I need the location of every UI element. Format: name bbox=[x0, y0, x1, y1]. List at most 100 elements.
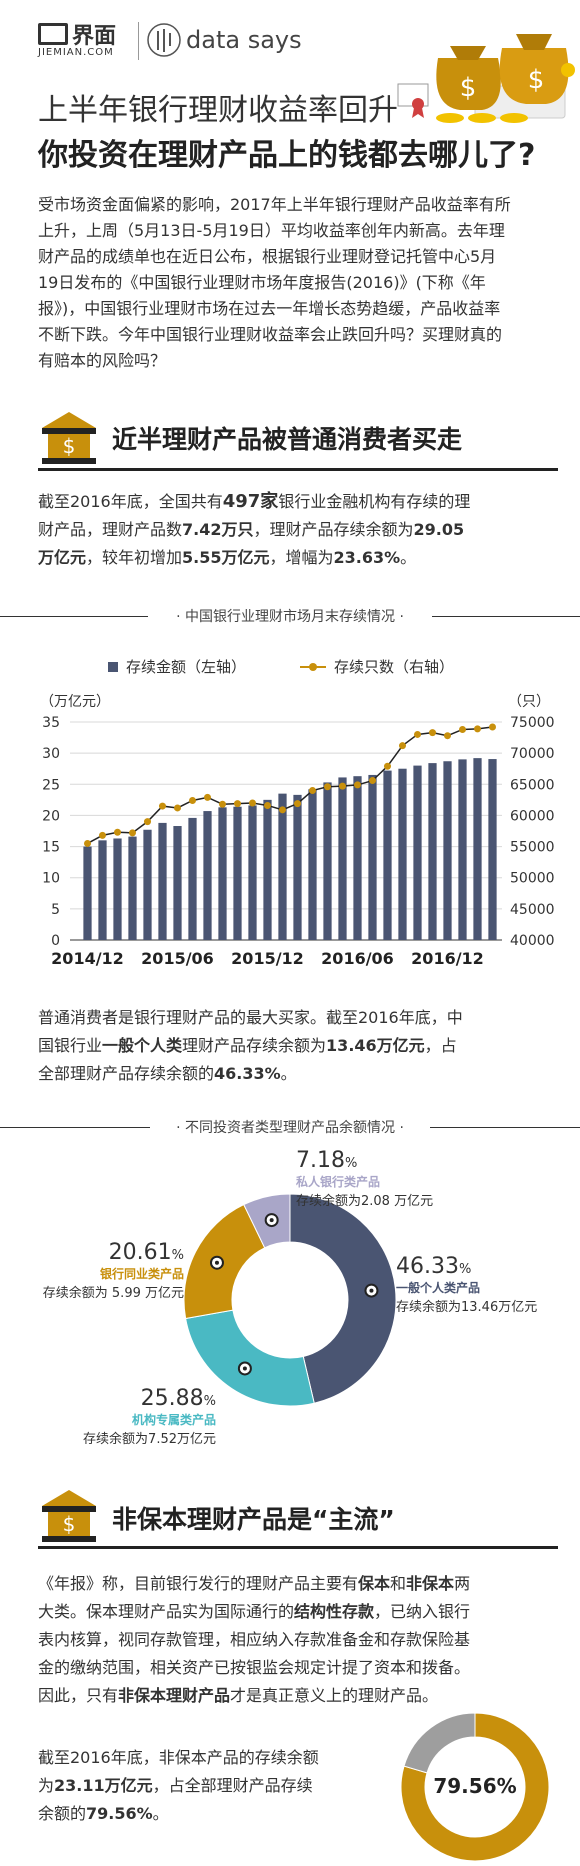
section2-nonprincipal-paragraph: 截至2016年底，非保本产品的存续余额 为23.11万亿元，占全部理财产品存续 … bbox=[38, 1748, 319, 1823]
x-tick: 2016/06 bbox=[321, 949, 394, 968]
bar bbox=[473, 758, 482, 940]
x-tick: 2014/12 bbox=[51, 949, 124, 968]
section2-divider bbox=[38, 1546, 558, 1549]
donut-slice bbox=[289, 1193, 397, 1404]
y-right-tick: 60000 bbox=[510, 808, 555, 824]
bar bbox=[338, 777, 347, 940]
y-right-tick: 50000 bbox=[510, 871, 555, 887]
y-left-tick: 35 bbox=[42, 715, 60, 731]
count-point bbox=[189, 796, 196, 804]
page-title-line1: 上半年银行理财收益率回升 bbox=[38, 93, 398, 128]
y-left-tick: 20 bbox=[42, 808, 60, 824]
bar bbox=[263, 799, 272, 940]
legend-line-label: 存续只数（右轴） bbox=[334, 658, 454, 676]
nonprincipal-center-label: 79.56% bbox=[433, 1774, 517, 1798]
intro-line: 受市场资金面偏紧的影响，2017年上半年银行理财产品收益率有所 bbox=[38, 195, 511, 214]
intro-line: 有赔本的风险吗？ bbox=[38, 351, 167, 370]
intro-line: 不断下跌。今年中国银行业理财收益率会止跌回升吗？买理财真的 bbox=[38, 325, 503, 344]
logo-sub: JIEMIAN.COM bbox=[38, 47, 114, 58]
bar bbox=[173, 826, 182, 940]
legend-bar-swatch bbox=[108, 662, 118, 672]
count-point bbox=[444, 732, 451, 740]
bar bbox=[128, 836, 137, 940]
count-point bbox=[144, 818, 151, 826]
donut-slice bbox=[400, 1712, 550, 1862]
logo-icon bbox=[38, 23, 68, 45]
intro-paragraph: 受市场资金面偏紧的影响，2017年上半年银行理财产品收益率有所 上升，上周（5月… bbox=[38, 192, 558, 374]
count-point bbox=[249, 799, 256, 807]
y-left-tick: 10 bbox=[42, 871, 60, 887]
y-right-unit: （只） bbox=[508, 694, 550, 710]
bar bbox=[413, 765, 422, 940]
count-point bbox=[174, 804, 181, 812]
count-point bbox=[489, 723, 496, 731]
y-left-tick: 5 bbox=[51, 902, 60, 918]
donut-slice bbox=[403, 1712, 476, 1774]
count-point bbox=[459, 725, 466, 733]
bar bbox=[383, 770, 392, 940]
intro-line: 财产品的成绩单也在近日公布，根据银行业理财登记托管中心5月 bbox=[38, 247, 497, 266]
count-point bbox=[219, 800, 226, 808]
intro-line: 上升，上周（5月13日-5月19日）平均收益率创年内新高。去年理 bbox=[38, 221, 505, 240]
count-point bbox=[384, 762, 391, 770]
bar bbox=[428, 763, 437, 940]
bar bbox=[188, 817, 197, 940]
bar bbox=[158, 822, 167, 940]
nonprincipal-donut bbox=[400, 1712, 550, 1862]
deposit-chart: 存续金额（左轴） 存续只数（右轴） （万亿元） （只） 0 5 10 15 20 25 30 35 40… bbox=[40, 658, 555, 968]
y-right-tick: 70000 bbox=[510, 746, 555, 762]
count-point bbox=[339, 782, 346, 790]
y-left-tick: 0 bbox=[51, 933, 60, 949]
section1-title: 近半理财产品被普通消费者买走 bbox=[112, 425, 463, 454]
intro-line: 报》)，中国银行业理财市场在过去一年增长态势趋缓，产品收益率 bbox=[38, 299, 501, 318]
y-right-tick: 75000 bbox=[510, 715, 555, 731]
bar bbox=[113, 838, 122, 940]
bar bbox=[308, 789, 317, 940]
bar bbox=[443, 761, 452, 940]
count-point bbox=[369, 777, 376, 785]
count-point bbox=[264, 801, 271, 809]
slice-marker-dot bbox=[214, 1260, 219, 1265]
count-point bbox=[294, 800, 301, 808]
label-personal: 46.33% 一般个人类产品 存续余额为13.46万亿元 bbox=[396, 1254, 538, 1315]
count-point bbox=[399, 742, 406, 750]
count-point bbox=[279, 806, 286, 814]
y-left-tick: 15 bbox=[42, 840, 60, 856]
y-left-tick: 30 bbox=[42, 746, 60, 762]
bar bbox=[233, 806, 242, 940]
jiemian-logo: 界面 bbox=[38, 18, 158, 50]
count-point bbox=[114, 828, 121, 836]
section2-paragraph: 《年报》称，目前银行发行的理财产品主要有保本和非保本两 大类。保本理财产品实为国… bbox=[38, 1574, 471, 1705]
y-left-unit: （万亿元） bbox=[40, 694, 110, 710]
bar bbox=[458, 759, 467, 940]
count-point bbox=[99, 831, 106, 839]
section1-paragraph: 截至2016年底，全国共有497家银行业金融机构有存续的理 财产品，理财产品数7… bbox=[38, 491, 471, 567]
bar bbox=[398, 768, 407, 940]
chart1-title: · 中国银行业理财市场月末存续情况 · bbox=[148, 606, 432, 626]
count-point bbox=[309, 787, 316, 795]
bar bbox=[368, 774, 377, 940]
x-tick: 2015/06 bbox=[141, 949, 214, 968]
svg-text:$: $ bbox=[63, 434, 76, 458]
bar bbox=[83, 846, 92, 940]
slice-marker-dot bbox=[242, 1366, 247, 1371]
bar bbox=[248, 805, 257, 940]
count-point bbox=[354, 781, 361, 789]
bar bbox=[293, 794, 302, 940]
bar bbox=[323, 782, 332, 940]
y-right-tick: 55000 bbox=[510, 840, 555, 856]
bar bbox=[218, 807, 227, 940]
count-line bbox=[87, 726, 493, 845]
count-point bbox=[429, 729, 436, 737]
count-point bbox=[324, 783, 331, 791]
page-title-line2: 你投资在理财产品上的钱都去哪儿了? bbox=[38, 138, 536, 173]
bank-icon: $ bbox=[42, 1490, 96, 1542]
label-private: 7.18% 私人银行类产品 存续余额为2.08 万亿元 bbox=[296, 1148, 434, 1209]
money-bags-illustration: $ $ bbox=[436, 34, 575, 123]
section1-divider bbox=[38, 468, 558, 471]
data-says-icon bbox=[147, 23, 181, 57]
bar bbox=[143, 829, 152, 940]
y-right-tick: 65000 bbox=[510, 777, 555, 793]
bank-icon: $ bbox=[42, 412, 96, 464]
logo-separator bbox=[138, 22, 139, 60]
